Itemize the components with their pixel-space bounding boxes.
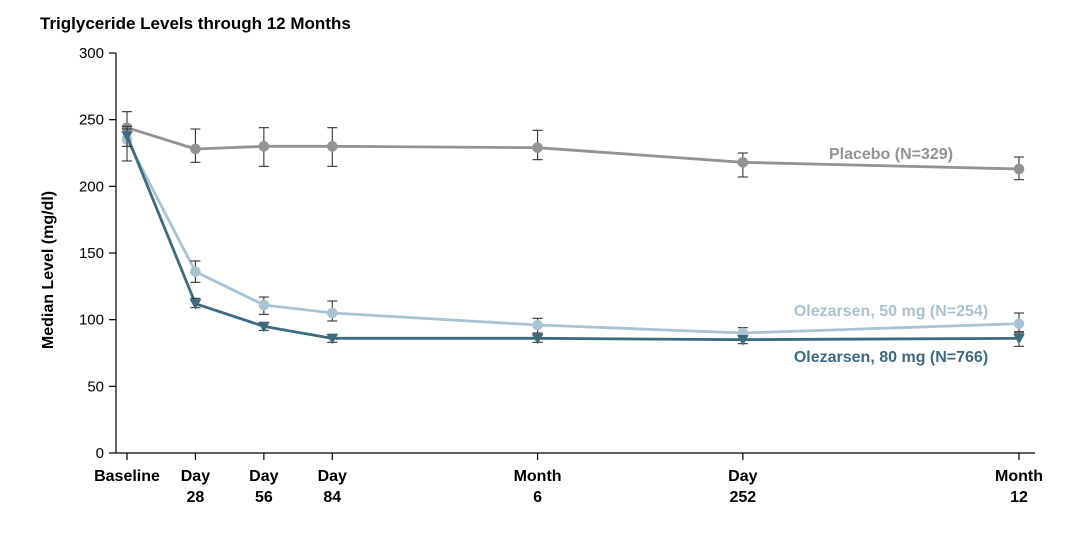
y-tick-label: 100 xyxy=(79,312,104,329)
data-point xyxy=(1013,333,1025,345)
y-ticks: 0 50 100 150 200 250 300 xyxy=(79,45,116,462)
data-point xyxy=(258,141,270,152)
data-point xyxy=(326,141,338,152)
y-tick-label: 0 xyxy=(96,445,104,462)
y-axis-label: Median Level (mg/dl) xyxy=(40,191,57,349)
y-tick-label: 200 xyxy=(79,178,104,195)
series-2 xyxy=(121,128,1025,347)
data-point xyxy=(736,335,749,346)
x-tick-label: 84 xyxy=(323,489,341,506)
x-tick-label: 252 xyxy=(729,489,756,506)
x-tick-label: 12 xyxy=(1010,489,1028,506)
y-tick-label: 250 xyxy=(79,112,104,129)
data-point xyxy=(1013,318,1025,329)
x-tick-label: 6 xyxy=(533,489,542,506)
data-point xyxy=(258,299,270,311)
data-point xyxy=(190,266,201,277)
y-tick-label: 300 xyxy=(79,45,104,62)
data-point xyxy=(1013,163,1025,175)
data-point xyxy=(258,321,270,333)
data-point xyxy=(190,143,201,155)
series-label-olezarsen-50mg: Olezarsen, 50 mg (N=254) xyxy=(794,303,988,320)
data-point xyxy=(326,333,339,345)
x-tick-label: Day xyxy=(181,468,210,485)
data-point xyxy=(531,333,544,345)
x-tick-label: 28 xyxy=(187,489,205,506)
y-tick-label: 50 xyxy=(87,378,104,395)
x-tick-label: Day xyxy=(318,468,347,485)
x-tick-label: 56 xyxy=(255,489,273,506)
x-tick-label: Day xyxy=(249,468,278,485)
data-point xyxy=(532,319,543,331)
series-label-placebo: Placebo (N=329) xyxy=(829,146,953,163)
series-1 xyxy=(121,125,1025,341)
data-point xyxy=(121,131,133,142)
series-group xyxy=(121,111,1025,347)
x-ticks: Baseline Day 28 Day 56 Day 84 Month 6 Day 252 Month… xyxy=(94,453,1043,506)
x-tick-label: Month xyxy=(995,468,1043,485)
x-tick-label: Month xyxy=(514,468,562,485)
chart-title: Triglyceride Levels through 12 Months xyxy=(40,14,351,33)
x-tick-label: Day xyxy=(728,468,757,485)
series-labels: Placebo (N=329) Olezarsen, 50 mg (N=254)… xyxy=(794,146,988,366)
data-point xyxy=(189,299,202,310)
data-point xyxy=(532,142,543,153)
y-tick-label: 150 xyxy=(79,245,104,262)
x-tick-label: Baseline xyxy=(94,468,160,485)
data-point xyxy=(326,307,338,319)
series-label-olezarsen-80mg: Olezarsen, 80 mg (N=766) xyxy=(794,349,988,366)
data-point xyxy=(737,157,749,168)
